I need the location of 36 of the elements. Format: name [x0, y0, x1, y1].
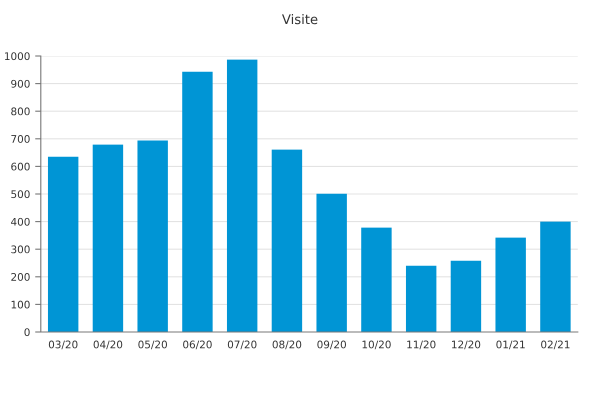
bar [272, 150, 302, 332]
y-tick-label: 700 [11, 135, 30, 143]
bar [182, 72, 213, 332]
chart-title: Visite [282, 14, 318, 24]
y-tick-label: 400 [11, 218, 30, 226]
bar [92, 144, 124, 332]
x-tick-label: 11/20 [407, 340, 436, 350]
x-tick-label: 06/20 [183, 340, 212, 350]
bar [450, 260, 482, 332]
x-tick-label: 10/20 [362, 340, 391, 350]
x-tick-label: 05/20 [138, 340, 167, 350]
bar [48, 156, 78, 332]
bar [540, 222, 571, 332]
bar [361, 228, 392, 332]
y-tick-label: 200 [11, 273, 30, 281]
x-tick-label: 04/20 [94, 340, 122, 350]
x-tick-label: 02/21 [541, 340, 570, 350]
x-tick-label: 08/20 [272, 340, 302, 350]
x-tick-label: 12/20 [452, 340, 480, 350]
y-tick-label: 100 [12, 300, 30, 309]
bar [137, 140, 168, 332]
x-tick-label: 09/20 [317, 340, 346, 350]
y-tick-label: 300 [11, 245, 30, 254]
y-tick-label: 600 [11, 162, 30, 171]
x-tick-label: 03/20 [48, 340, 78, 350]
x-tick-label: 07/20 [228, 340, 256, 350]
y-tick-label: 500 [11, 190, 30, 198]
y-tick-label: 800 [11, 107, 30, 116]
y-tick-label: 0 [24, 328, 30, 336]
bar [406, 266, 436, 332]
x-tick-label: 01/21 [496, 340, 525, 350]
bar [226, 60, 258, 332]
bar [495, 238, 526, 332]
bar [316, 194, 347, 332]
y-tick-label: 1000 [5, 52, 30, 60]
y-tick-label: 900 [11, 80, 30, 88]
